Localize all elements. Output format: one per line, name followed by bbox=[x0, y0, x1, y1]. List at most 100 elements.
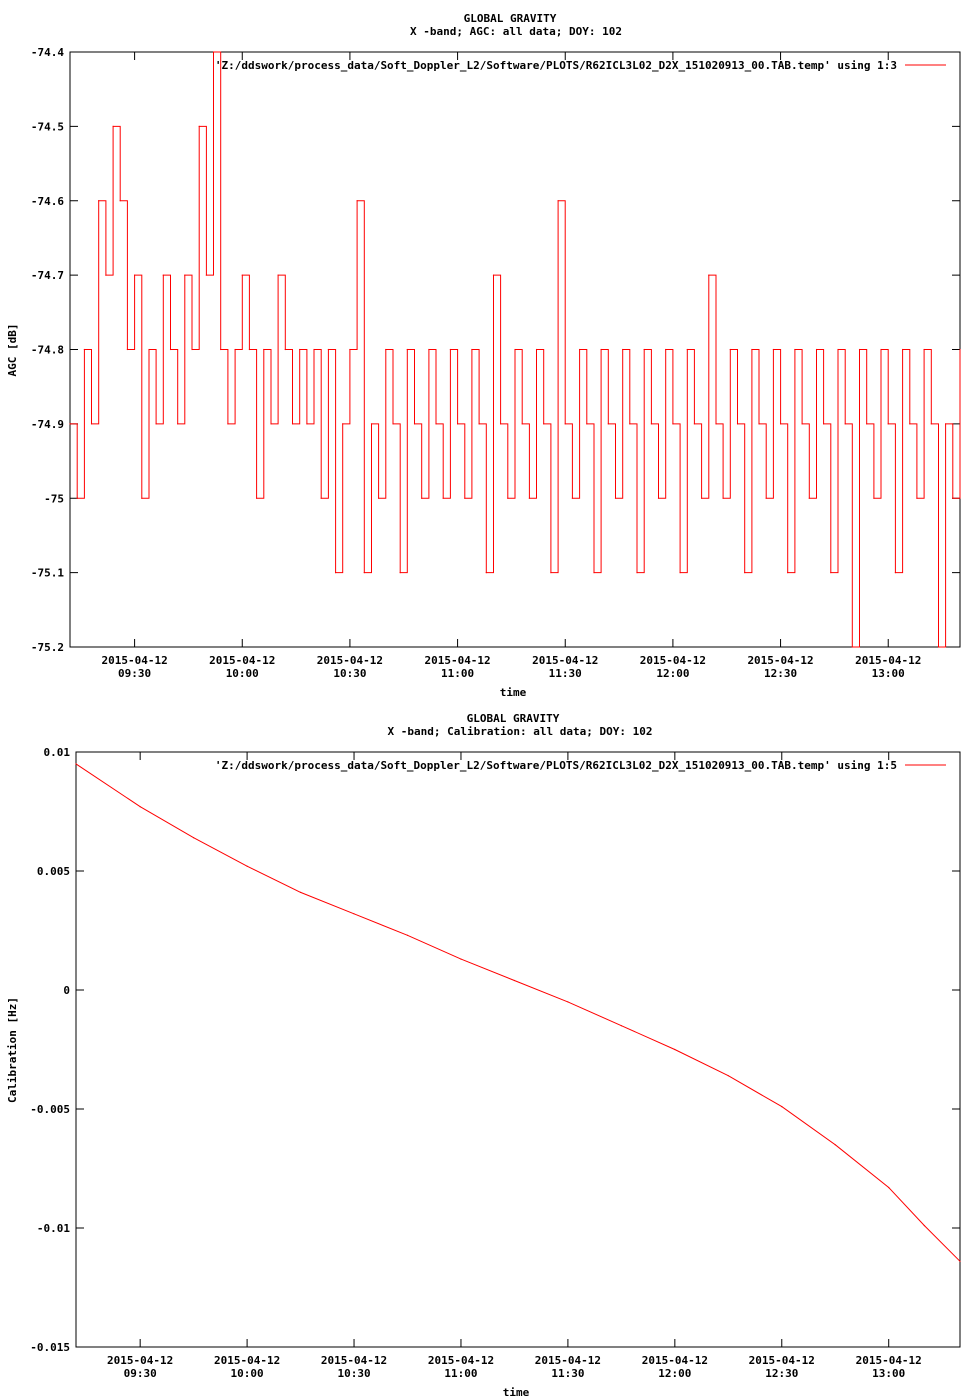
calibration-data-point bbox=[781, 1106, 783, 1108]
agc-chart: GLOBAL GRAVITY X -band; AGC: all data; D… bbox=[6, 12, 961, 699]
agc-y-tick-label: -74.8 bbox=[31, 344, 64, 357]
agc-data-point bbox=[464, 497, 466, 499]
calibration-data-point bbox=[513, 979, 516, 982]
calibration-y-tick-label: -0.015 bbox=[30, 1341, 70, 1354]
agc-data-point bbox=[873, 497, 875, 499]
calibration-x-tick-time: 10:30 bbox=[337, 1367, 370, 1380]
agc-data-point bbox=[105, 274, 107, 276]
agc-data-point bbox=[650, 423, 653, 425]
calibration-y-axis: 0.01 0.005 0 -0.005 -0.01 -0.015 bbox=[30, 746, 960, 1354]
calibration-data-point bbox=[567, 1001, 569, 1003]
agc-data-point bbox=[636, 572, 638, 574]
calibration-data-point bbox=[139, 806, 141, 808]
agc-x-tick-time: 10:30 bbox=[333, 667, 366, 680]
agc-data-point bbox=[485, 572, 487, 574]
agc-data-point bbox=[514, 348, 516, 351]
agc-data-point bbox=[715, 423, 717, 425]
agc-data-point bbox=[686, 348, 688, 351]
agc-data-point bbox=[306, 423, 308, 425]
agc-y-tick-label: -74.7 bbox=[31, 269, 64, 282]
agc-data-point bbox=[162, 274, 164, 276]
agc-data-point bbox=[837, 348, 839, 351]
calibration-data-point bbox=[406, 934, 409, 936]
agc-data-point bbox=[492, 274, 495, 276]
calibration-data-point bbox=[727, 1075, 729, 1077]
agc-data-point bbox=[564, 423, 566, 425]
agc-data-point bbox=[772, 348, 775, 351]
calibration-data-point bbox=[834, 1144, 836, 1146]
agc-data-point bbox=[399, 572, 401, 574]
agc-x-tick-date: 2015-04-12 bbox=[855, 654, 921, 667]
agc-data-point bbox=[600, 348, 602, 351]
calibration-x-tick-time: 12:30 bbox=[765, 1367, 798, 1380]
agc-data-point bbox=[155, 423, 157, 425]
agc-data-point bbox=[457, 423, 459, 425]
agc-data-point bbox=[916, 497, 918, 499]
agc-data-point bbox=[952, 497, 954, 499]
calibration-x-tick-date: 2015-04-12 bbox=[749, 1354, 815, 1367]
agc-data-point bbox=[148, 348, 150, 351]
agc-data-point bbox=[887, 423, 889, 425]
agc-y-tick-label: -75.1 bbox=[31, 567, 64, 580]
agc-data-point bbox=[378, 497, 380, 499]
calibration-data-point bbox=[300, 891, 302, 894]
agc-data-point bbox=[521, 423, 523, 425]
calibration-y-tick-label: 0 bbox=[63, 984, 70, 997]
agc-data-point bbox=[744, 572, 746, 574]
agc-y-tick-label: -74.4 bbox=[31, 46, 64, 59]
agc-data-point bbox=[693, 423, 696, 425]
calibration-chart-title: GLOBAL GRAVITY bbox=[467, 712, 560, 725]
agc-data-point bbox=[478, 423, 480, 425]
agc-data-point bbox=[909, 423, 911, 425]
agc-data-point bbox=[291, 423, 294, 425]
agc-data-point bbox=[579, 348, 581, 351]
calibration-y-axis-label: Calibration [Hz] bbox=[6, 997, 19, 1103]
calibration-x-tick-time: 11:30 bbox=[551, 1367, 584, 1380]
agc-data-point bbox=[543, 423, 545, 425]
calibration-x-tick-date: 2015-04-12 bbox=[107, 1354, 173, 1367]
agc-data-point bbox=[227, 423, 229, 425]
agc-data-point bbox=[657, 497, 660, 499]
agc-data-point bbox=[126, 348, 128, 351]
calibration-legend-label: 'Z:/ddswork/process_data/Soft_Doppler_L2… bbox=[215, 759, 897, 772]
agc-y-tick-label: -74.9 bbox=[31, 418, 64, 431]
agc-data-point bbox=[844, 423, 846, 425]
agc-data-point bbox=[385, 348, 387, 351]
agc-x-tick-time: 12:00 bbox=[656, 667, 689, 680]
agc-data-point bbox=[507, 497, 509, 499]
calibration-series-line bbox=[75, 763, 961, 1262]
agc-data-point bbox=[256, 497, 258, 499]
agc-data-point bbox=[679, 572, 681, 574]
agc-data-point bbox=[930, 423, 932, 425]
agc-data-point bbox=[722, 497, 724, 499]
agc-data-point bbox=[220, 348, 222, 351]
calibration-x-tick-time: 13:00 bbox=[872, 1367, 905, 1380]
agc-data-point bbox=[823, 423, 825, 425]
agc-data-point bbox=[880, 348, 882, 351]
agc-data-point bbox=[672, 423, 674, 425]
agc-data-point bbox=[392, 423, 394, 425]
agc-x-tick-time: 12:30 bbox=[764, 667, 797, 680]
agc-x-tick-date: 2015-04-12 bbox=[209, 654, 275, 667]
calibration-data-point bbox=[620, 1025, 623, 1027]
agc-data-point bbox=[808, 497, 810, 499]
agc-x-tick-time: 11:30 bbox=[549, 667, 582, 680]
agc-data-point bbox=[98, 200, 100, 202]
agc-data-point bbox=[801, 423, 803, 425]
calibration-chart: GLOBAL GRAVITY X -band; Calibration: all… bbox=[6, 712, 961, 1399]
calibration-data-point bbox=[959, 1260, 961, 1262]
agc-data-point bbox=[894, 572, 897, 574]
agc-data-point bbox=[177, 423, 179, 425]
agc-data-point bbox=[736, 423, 739, 425]
agc-data-point bbox=[198, 125, 200, 127]
agc-y-tick-label: -75.2 bbox=[31, 641, 64, 654]
agc-data-point bbox=[248, 348, 250, 351]
agc-data-point bbox=[830, 572, 832, 574]
agc-data-point bbox=[528, 497, 531, 499]
agc-data-point bbox=[356, 200, 358, 202]
agc-data-point bbox=[758, 423, 760, 425]
agc-data-point bbox=[205, 274, 207, 276]
agc-data-point bbox=[141, 497, 143, 499]
agc-data-point bbox=[234, 348, 236, 351]
